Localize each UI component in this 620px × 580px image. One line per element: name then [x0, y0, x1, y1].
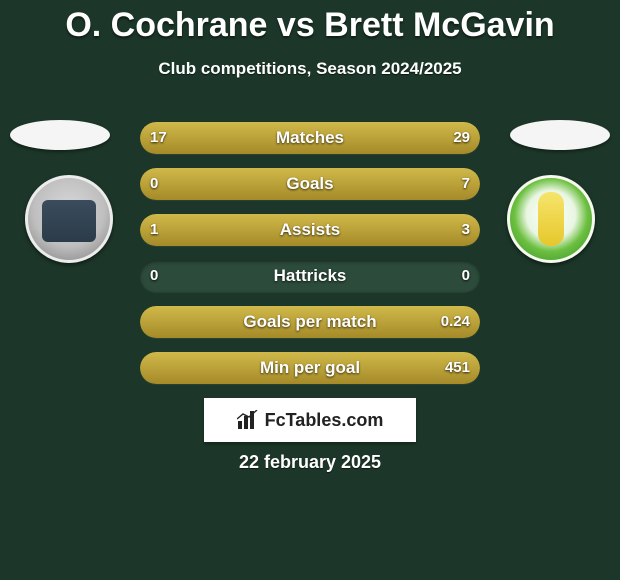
stat-bar-track — [140, 306, 480, 338]
stat-row: Min per goal451 — [110, 352, 510, 384]
date-text: 22 february 2025 — [0, 452, 620, 473]
stat-bar-track — [140, 352, 480, 384]
stat-value-right: 0 — [462, 260, 470, 292]
club-crest-left — [25, 175, 113, 263]
stat-value-left: 0 — [150, 260, 158, 292]
club-crest-left-inner — [42, 200, 96, 242]
stat-bar-track — [140, 214, 480, 246]
comparison-card: O. Cochrane vs Brett McGavin Club compet… — [0, 0, 620, 580]
stat-value-right: 451 — [445, 352, 470, 384]
subtitle: Club competitions, Season 2024/2025 — [0, 59, 620, 79]
stat-bar-fill-right — [225, 214, 480, 246]
stat-value-left: 1 — [150, 214, 158, 246]
stat-value-right: 7 — [462, 168, 470, 200]
stat-row: Hattricks00 — [110, 260, 510, 292]
player-right-oval — [510, 120, 610, 150]
stat-row: Assists13 — [110, 214, 510, 246]
stat-bar-track — [140, 122, 480, 154]
stat-bar-track — [140, 168, 480, 200]
player-left-oval — [10, 120, 110, 150]
stat-row: Goals07 — [110, 168, 510, 200]
watermark: FcTables.com — [204, 398, 416, 442]
watermark-text: FcTables.com — [265, 410, 384, 431]
stat-row: Goals per match0.24 — [110, 306, 510, 338]
stat-value-right: 0.24 — [441, 306, 470, 338]
stat-bar-track — [140, 260, 480, 292]
stats-bars: Matches1729Goals07Assists13Hattricks00Go… — [110, 122, 510, 398]
stat-bar-fill-full — [140, 168, 480, 200]
stat-value-right: 29 — [453, 122, 470, 154]
stat-value-left: 0 — [150, 168, 158, 200]
club-crest-right — [507, 175, 595, 263]
stat-bar-fill-full — [140, 306, 480, 338]
chart-icon — [237, 410, 259, 430]
stat-row: Matches1729 — [110, 122, 510, 154]
stat-bar-fill-full — [140, 352, 480, 384]
club-crest-right-inner — [538, 192, 564, 246]
stat-value-right: 3 — [462, 214, 470, 246]
stat-bar-fill-right — [266, 122, 480, 154]
page-title: O. Cochrane vs Brett McGavin — [0, 0, 620, 45]
stat-value-left: 17 — [150, 122, 167, 154]
